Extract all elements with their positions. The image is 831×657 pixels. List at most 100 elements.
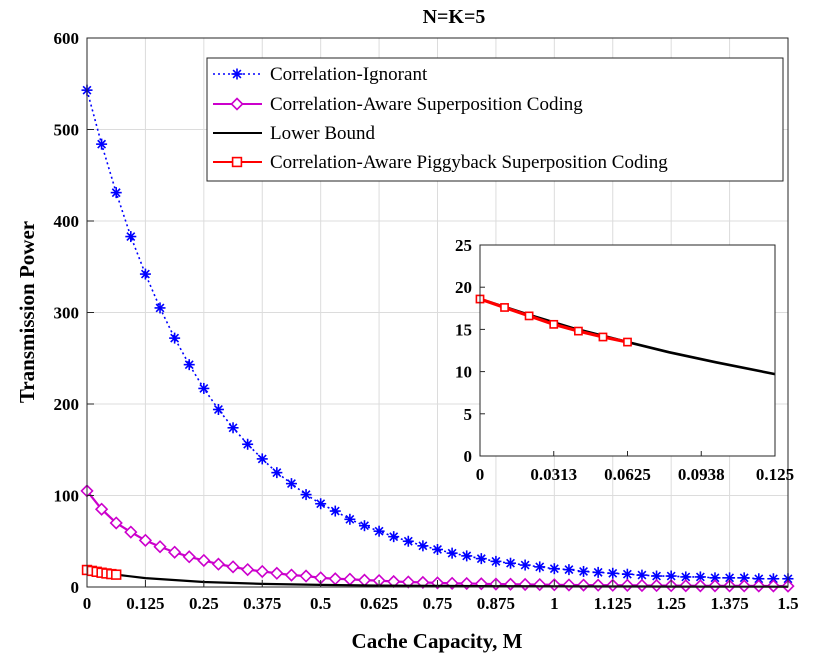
main-y-tick-label: 400 xyxy=(54,212,80,231)
x-axis-label: Cache Capacity, M xyxy=(352,629,523,653)
main-series-0-marker xyxy=(227,422,239,434)
inset-chart: 0 0.0313 0.0625 0.0938 0.125 0 5 10 15 20 25 xyxy=(455,236,794,484)
main-series-0-marker xyxy=(139,268,151,280)
main-series-0-marker xyxy=(607,567,619,579)
main-series-0-marker xyxy=(271,467,283,479)
inset-y-tick-label: 5 xyxy=(464,405,473,424)
main-series-0-marker xyxy=(432,543,443,555)
main-series-1-marker xyxy=(474,577,488,591)
main-series-0-marker xyxy=(198,382,210,394)
legend-entry-2: Lower Bound xyxy=(270,123,376,144)
main-series-0-marker xyxy=(154,302,166,314)
main-series-1-marker xyxy=(503,577,518,591)
main-series-1-marker xyxy=(284,568,299,582)
main-series-0-marker xyxy=(256,453,268,465)
main-series-0-marker xyxy=(183,359,195,371)
inset-y-tick-label: 0 xyxy=(464,447,473,466)
main-series-3-marker xyxy=(111,569,122,580)
main-series-1-marker xyxy=(533,577,547,592)
main-series-0-marker xyxy=(285,478,297,490)
inset-tick-labels: 0 0.0313 0.0625 0.0938 0.125 0 5 10 15 20 25 xyxy=(455,236,794,484)
main-series-1-marker xyxy=(562,578,576,592)
main-y-tick-label: 500 xyxy=(54,121,80,140)
main-series-0-marker xyxy=(125,231,137,243)
main-series-0-marker xyxy=(242,438,254,450)
main-x-tick-label: 0.625 xyxy=(360,594,398,613)
main-series-0-marker xyxy=(344,513,356,525)
main-series-0-marker xyxy=(548,563,560,575)
main-y-tick-label: 600 xyxy=(54,29,80,48)
legend-entry-1: Correlation-Aware Superposition Coding xyxy=(270,94,583,115)
main-x-tick-label: 0 xyxy=(83,594,92,613)
inset-series-1-marker xyxy=(574,326,583,336)
inset-series-group xyxy=(475,294,776,376)
inset-series-1-marker xyxy=(598,332,608,342)
main-series-1-marker xyxy=(357,573,372,587)
main-series-0-marker xyxy=(621,568,633,580)
main-series-1-marker xyxy=(328,572,342,586)
main-x-tick-label: 1.5 xyxy=(777,594,798,613)
main-series-1-marker xyxy=(94,502,109,516)
main-series-1-marker xyxy=(182,550,196,564)
inset-series-1-marker xyxy=(549,319,559,329)
inset-y-tick-label: 10 xyxy=(455,363,472,382)
main-series-0-marker xyxy=(490,555,502,567)
inset-x-tick-label: 0.0625 xyxy=(604,465,651,484)
inset-x-tick-label: 0.0938 xyxy=(678,465,725,484)
main-x-tick-label: 0.75 xyxy=(423,594,453,613)
chart-title: N=K=5 xyxy=(423,6,486,28)
main-series-0-marker xyxy=(505,557,517,569)
main-x-tick-label: 1.125 xyxy=(594,594,632,613)
main-series-1-marker xyxy=(226,560,240,574)
main-series-1-marker xyxy=(241,562,255,577)
main-series-0-marker xyxy=(753,573,765,585)
main-x-tick-label: 0.375 xyxy=(243,594,281,613)
main-x-tick-label: 0.875 xyxy=(477,594,515,613)
main-series-0-marker xyxy=(534,561,546,573)
main-series-1-marker xyxy=(167,545,182,559)
legend-entry-3: Correlation-Aware Piggyback Superpositio… xyxy=(270,152,668,173)
main-series-0-marker xyxy=(300,489,312,501)
main-series-0-marker xyxy=(592,566,604,578)
legend-box xyxy=(206,57,784,182)
main-series-0-marker xyxy=(446,547,458,559)
main-series-1-marker xyxy=(576,578,591,592)
main-series-0-marker xyxy=(475,553,487,565)
main-series-0-marker xyxy=(636,569,648,581)
main-y-tick-label: 200 xyxy=(54,395,80,414)
main-series-0-marker xyxy=(651,570,663,582)
inset-series-1-marker xyxy=(623,337,632,347)
inset-series-1-marker xyxy=(500,303,509,312)
legend-marker-3 xyxy=(231,156,243,168)
main-series-1-marker xyxy=(197,553,211,568)
inset-x-tick-label: 0.125 xyxy=(756,465,794,484)
main-y-tick-label: 100 xyxy=(54,487,80,506)
inset-y-tick-label: 25 xyxy=(455,236,472,255)
inset-x-tick-label: 0.0313 xyxy=(530,465,577,484)
main-series-0-marker xyxy=(563,564,575,576)
main-series-1-marker xyxy=(518,577,532,592)
main-tick-labels: 0 0.125 0.25 0.375 0.5 0.625 0.75 0.875 1 1.125 1.… xyxy=(54,29,799,613)
main-series-0-marker xyxy=(519,559,531,571)
main-series-1-marker xyxy=(255,564,269,579)
legend-marker-1 xyxy=(230,97,244,111)
main-series-0-marker xyxy=(388,531,400,543)
main-series-0-marker xyxy=(680,571,692,583)
main-series-1-marker xyxy=(109,516,123,530)
inset-series-1-marker xyxy=(524,311,534,321)
y-axis-label: Transmission Power xyxy=(15,221,39,403)
main-series-0-marker xyxy=(417,540,429,552)
main-series-1-marker xyxy=(270,566,284,580)
main-series-1-marker xyxy=(299,569,313,583)
main-y-tick-label: 0 xyxy=(71,578,80,597)
main-series-1-marker xyxy=(343,572,357,586)
main-series-0-marker xyxy=(358,520,370,532)
main-x-tick-label: 0.125 xyxy=(126,594,164,613)
main-series-1-marker xyxy=(153,540,167,554)
legend-marker-0 xyxy=(231,68,243,80)
main-x-tick-label: 1 xyxy=(550,594,559,613)
main-series-0-marker xyxy=(169,332,181,344)
inset-y-tick-label: 15 xyxy=(455,320,472,339)
main-series-0-marker xyxy=(315,498,327,510)
